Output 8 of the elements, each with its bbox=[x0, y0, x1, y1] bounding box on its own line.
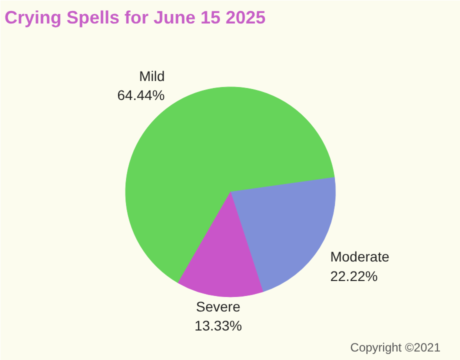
text: Copyright ©2021 bbox=[350, 340, 441, 354]
slice-label: Mild bbox=[139, 68, 165, 84]
data-label: 64.44% bbox=[117, 87, 165, 104]
data-label: 13.33% bbox=[194, 318, 242, 334]
chart-title: Crying Spells for June 15 2025 bbox=[4, 8, 266, 28]
slice-label: Severe bbox=[196, 298, 241, 315]
data-label: 22.22% bbox=[330, 268, 378, 284]
slice-label: Moderate bbox=[330, 248, 390, 265]
